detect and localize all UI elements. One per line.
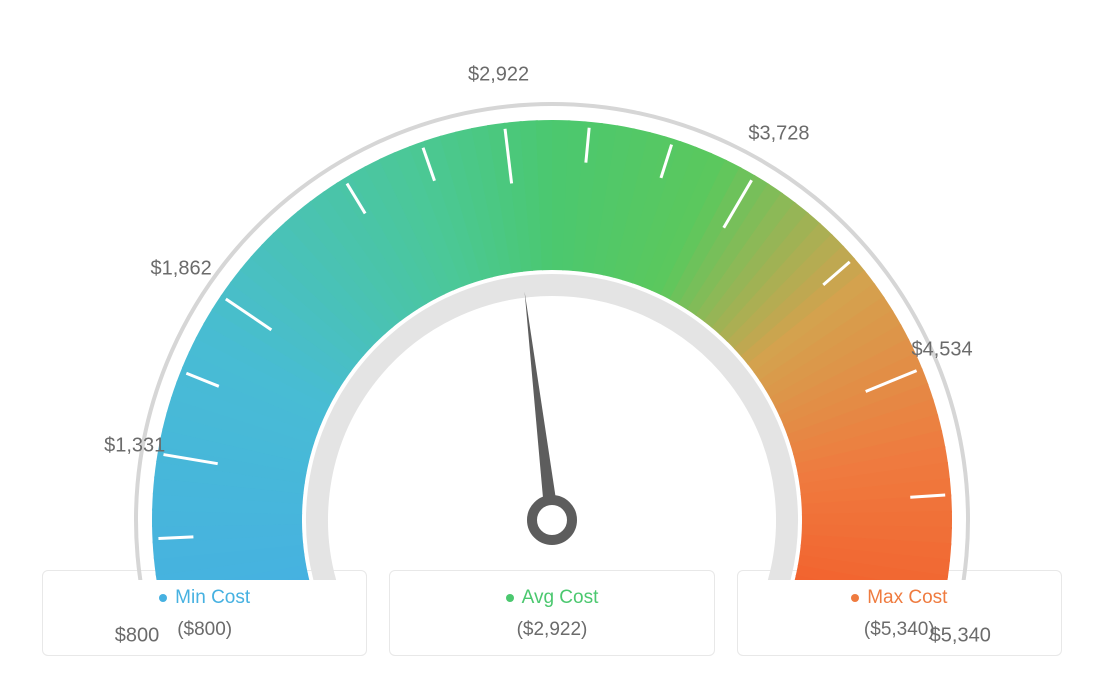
legend-dot-max — [851, 594, 859, 602]
legend-value-max: ($5,340) — [748, 619, 1051, 641]
legend-value-avg: ($2,922) — [400, 619, 703, 641]
gauge-tick-label: $2,922 — [468, 64, 529, 87]
gauge-tick-label: $1,331 — [104, 434, 165, 457]
gauge-tick-label: $4,534 — [911, 339, 972, 362]
gauge-tick-label: $800 — [115, 624, 160, 647]
legend-label-min: Min Cost — [175, 587, 250, 609]
gauge-tick-label: $3,728 — [748, 122, 809, 145]
legend-value-min: ($800) — [53, 619, 356, 641]
legend-dot-avg — [506, 594, 514, 602]
legend-title-max: Max Cost — [851, 587, 947, 609]
legend-title-min: Min Cost — [159, 587, 250, 609]
gauge-tick-label: $5,340 — [930, 624, 991, 647]
legend-title-avg: Avg Cost — [506, 587, 599, 609]
gauge-tick-label: $1,862 — [151, 257, 212, 280]
gauge-chart: $800$1,331$1,862$2,922$3,728$4,534$5,340 — [20, 20, 1084, 560]
legend-label-avg: Avg Cost — [522, 587, 599, 609]
legend-label-max: Max Cost — [867, 587, 947, 609]
legend-dot-min — [159, 594, 167, 602]
gauge-svg — [20, 40, 1084, 585]
